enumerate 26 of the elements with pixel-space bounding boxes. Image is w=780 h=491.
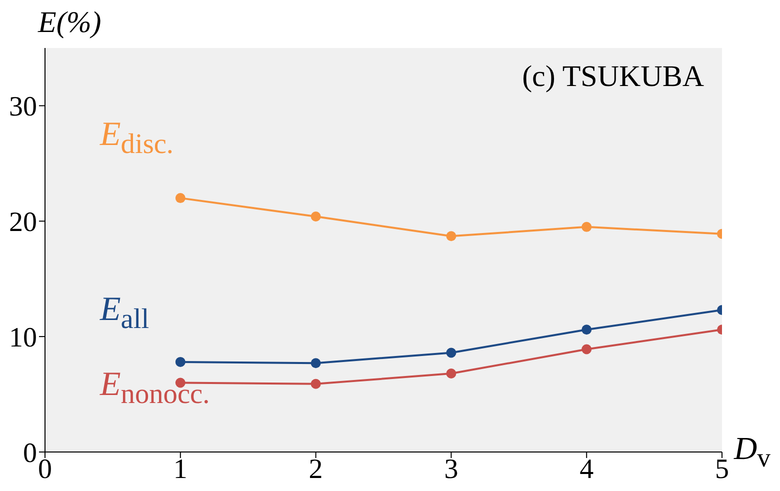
series-label: E$_{all}$	[100, 291, 150, 336]
point	[582, 344, 592, 354]
x-tick-label: 5	[715, 454, 729, 485]
x-tick-label: 3	[444, 454, 458, 485]
point	[446, 368, 456, 379]
point	[446, 231, 456, 242]
point	[310, 378, 321, 389]
point	[582, 324, 592, 335]
y-tick-label: 10	[9, 322, 37, 354]
point	[582, 222, 592, 232]
point	[310, 358, 321, 368]
point	[310, 212, 321, 222]
series-label: E$_{disc.}$	[100, 116, 174, 161]
point	[175, 193, 186, 204]
point	[175, 356, 186, 367]
x-tick-label: 1	[173, 454, 188, 485]
series-label: E$_{nonocc.}$	[100, 366, 210, 411]
y-tick-label: 30	[9, 92, 37, 123]
y-tick-label: 20	[9, 207, 37, 238]
chart-title: (c) TSUKUBA	[522, 60, 704, 94]
y-axis-title: E(%)	[38, 6, 102, 40]
point	[175, 378, 186, 388]
x-axis-title: D$_{v}$	[734, 430, 770, 474]
x-tick-label: 2	[308, 454, 323, 485]
point	[446, 348, 456, 358]
x-tick-label: 4	[580, 454, 594, 485]
